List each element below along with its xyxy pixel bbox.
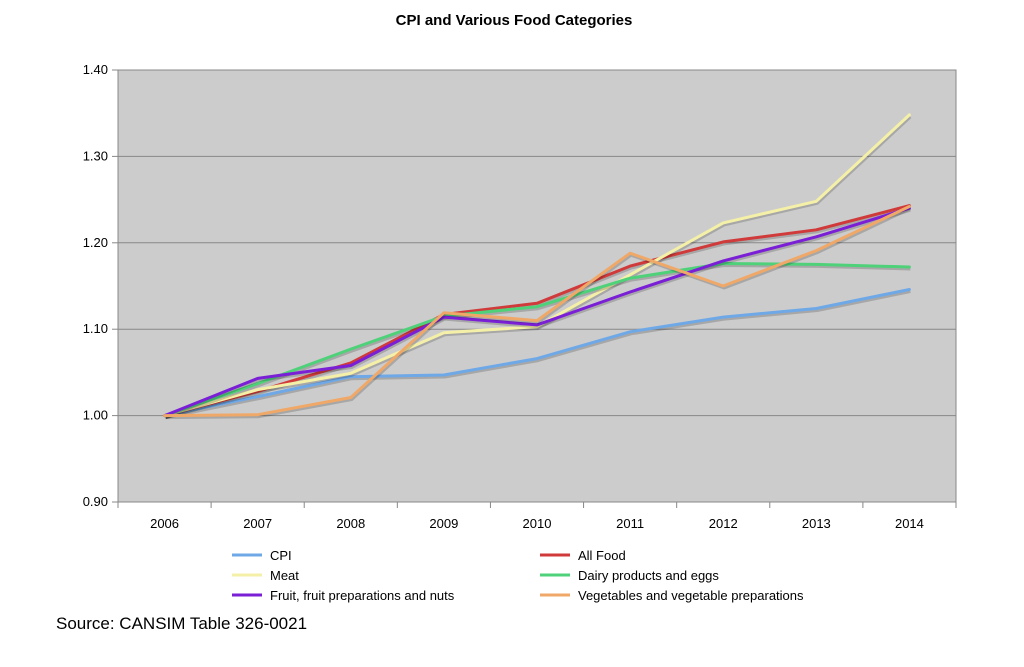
legend-label-meat: Meat xyxy=(270,568,299,583)
series-lines xyxy=(163,113,912,420)
legend-label-dairy-products-and-eggs: Dairy products and eggs xyxy=(578,568,719,583)
y-tick-label: 1.40 xyxy=(83,62,108,77)
series-shadow-meat xyxy=(165,115,912,420)
series-shadow-vegetables-and-vegetable-preparations xyxy=(165,207,912,420)
series-line-vegetables-and-vegetable-preparations xyxy=(163,205,911,418)
series-line-dairy-products-and-eggs xyxy=(163,262,911,418)
series-line-cpi xyxy=(163,288,911,418)
x-tick-label: 2008 xyxy=(336,516,365,531)
x-tick-label: 2013 xyxy=(802,516,831,531)
series-line-meat xyxy=(163,113,911,418)
y-tick-label: 1.20 xyxy=(83,235,108,250)
plot-area xyxy=(117,69,957,503)
y-tick-label: 1.30 xyxy=(83,148,108,163)
y-tick-label: 0.90 xyxy=(83,494,108,509)
legend-label-all-food: All Food xyxy=(578,548,626,563)
x-tick-label: 2012 xyxy=(709,516,738,531)
y-tick-label: 1.00 xyxy=(83,408,108,423)
legend: CPI All Food Meat Dairy products and eggs Fr… xyxy=(232,548,804,603)
legend-label-cpi: CPI xyxy=(270,548,292,563)
legend-label-vegetables-and-vegetable-preparations: Vegetables and vegetable preparations xyxy=(578,588,804,603)
source-note: Source: CANSIM Table 326-0021 xyxy=(56,614,308,633)
series-shadow-cpi xyxy=(165,290,911,420)
x-tick-label: 2011 xyxy=(616,516,644,531)
chart-title: CPI and Various Food Categories xyxy=(396,12,633,29)
x-tick-label: 2007 xyxy=(243,516,272,531)
series-line-all-food xyxy=(163,204,911,418)
series-line-fruit-fruit-preparations-and-nuts xyxy=(163,206,911,418)
x-tick-label: 2009 xyxy=(429,516,458,531)
legend-label-fruit-fruit-preparations-and-nuts: Fruit, fruit preparations and nuts xyxy=(270,588,455,603)
x-tick-label: 2010 xyxy=(523,516,552,531)
y-tick-label: 1.10 xyxy=(83,321,108,336)
axes: 0.90 1.00 1.10 1.20 1.30 1.40 2006 2007 2008 2009… xyxy=(83,62,957,531)
x-tick-label: 2014 xyxy=(895,516,924,531)
series-shadow-fruit-fruit-preparations-and-nuts xyxy=(165,208,911,419)
x-tick-label: 2006 xyxy=(150,516,179,531)
